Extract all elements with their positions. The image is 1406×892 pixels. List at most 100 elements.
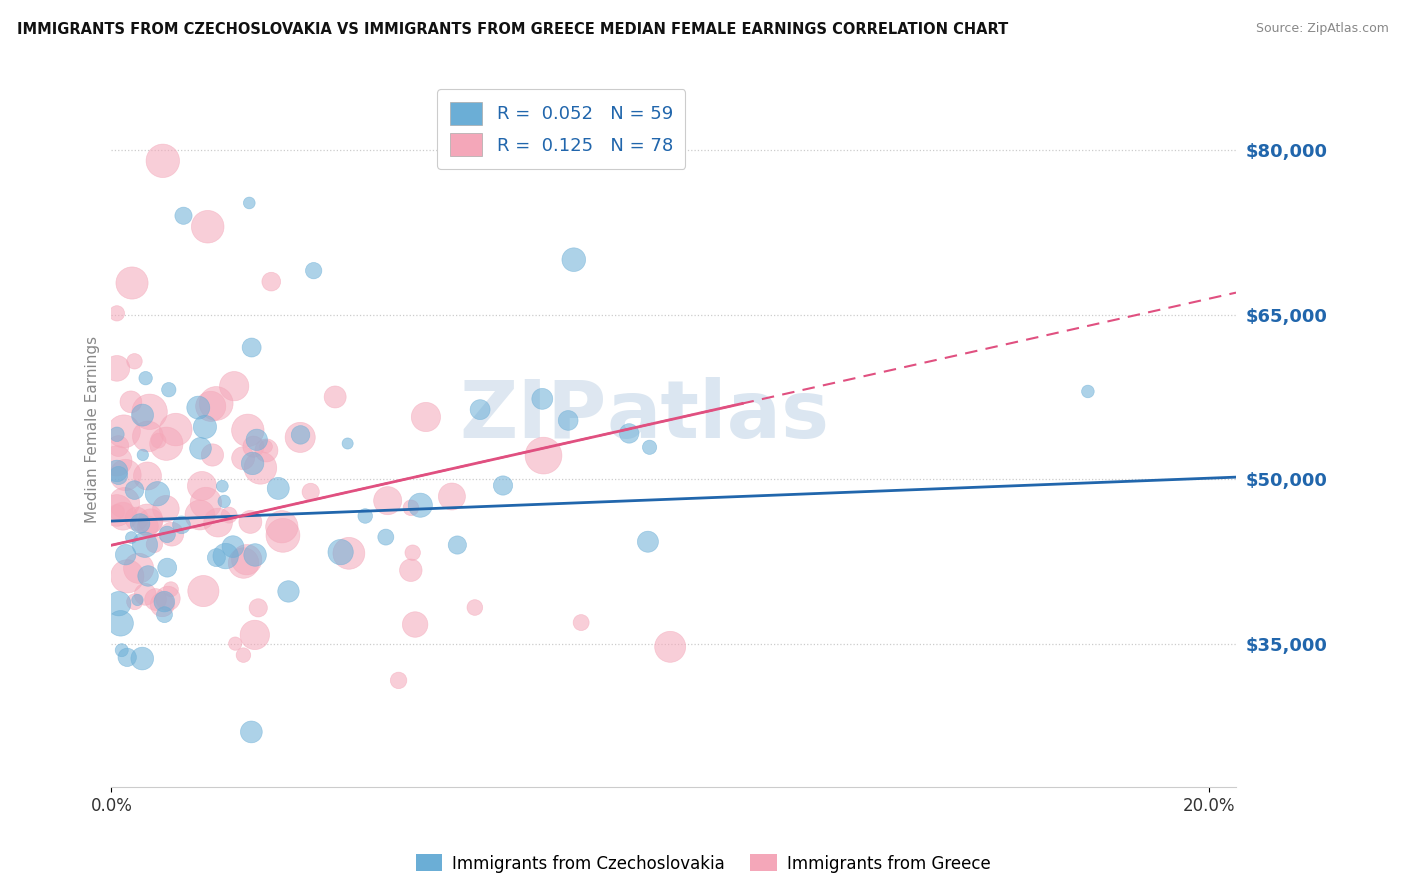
Point <box>354 508 377 523</box>
Point <box>235 552 257 566</box>
Point <box>143 537 166 551</box>
Point <box>212 494 235 508</box>
Point <box>242 440 264 454</box>
Text: Source: ZipAtlas.com: Source: ZipAtlas.com <box>1256 22 1389 36</box>
Y-axis label: Median Female Earnings: Median Female Earnings <box>86 336 100 524</box>
Point <box>127 593 149 607</box>
Point <box>224 379 246 393</box>
Point <box>247 600 270 615</box>
Point <box>145 592 167 607</box>
Point <box>160 527 183 541</box>
Point <box>329 545 352 559</box>
Point <box>464 600 486 615</box>
Point <box>152 153 174 168</box>
Point <box>150 598 173 612</box>
Legend: Immigrants from Czechoslovakia, Immigrants from Greece: Immigrants from Czechoslovakia, Immigran… <box>409 847 997 880</box>
Point <box>105 454 128 468</box>
Point <box>136 569 159 583</box>
Point <box>468 402 491 417</box>
Point <box>173 209 195 223</box>
Point <box>232 556 254 570</box>
Point <box>531 392 554 406</box>
Point <box>243 548 266 562</box>
Point <box>153 594 176 608</box>
Point <box>157 383 180 397</box>
Point <box>399 500 422 515</box>
Point <box>1077 384 1099 399</box>
Point <box>110 616 132 631</box>
Point <box>190 442 212 456</box>
Point <box>136 512 159 526</box>
Point <box>211 479 233 493</box>
Point <box>131 651 153 665</box>
Point <box>121 276 143 290</box>
Point <box>107 468 129 483</box>
Point <box>440 490 463 504</box>
Point <box>125 512 148 526</box>
Point <box>105 464 128 478</box>
Point <box>224 637 246 651</box>
Point <box>114 548 136 562</box>
Point <box>111 643 134 657</box>
Point <box>205 396 228 410</box>
Point <box>254 440 277 454</box>
Point <box>299 484 322 499</box>
Point <box>533 449 555 463</box>
Point <box>155 501 177 516</box>
Point <box>290 428 312 442</box>
Point <box>155 436 177 450</box>
Point <box>404 617 426 632</box>
Point <box>569 615 592 630</box>
Point <box>207 516 229 530</box>
Point <box>200 400 222 414</box>
Point <box>387 673 409 688</box>
Point <box>374 530 396 544</box>
Point <box>267 482 290 496</box>
Legend: R =  0.052   N = 59, R =  0.125   N = 78: R = 0.052 N = 59, R = 0.125 N = 78 <box>437 89 686 169</box>
Point <box>271 528 294 542</box>
Point <box>557 413 579 427</box>
Point <box>236 423 259 437</box>
Point <box>134 538 156 552</box>
Text: IMMIGRANTS FROM CZECHOSLOVAKIA VS IMMIGRANTS FROM GREECE MEDIAN FEMALE EARNINGS : IMMIGRANTS FROM CZECHOSLOVAKIA VS IMMIGR… <box>17 22 1008 37</box>
Point <box>160 582 183 597</box>
Point <box>105 503 128 517</box>
Point <box>215 549 238 563</box>
Point <box>105 427 128 442</box>
Point <box>124 354 146 368</box>
Point <box>249 461 271 475</box>
Point <box>134 587 156 601</box>
Point <box>153 607 176 622</box>
Point <box>415 409 437 424</box>
Point <box>243 628 266 642</box>
Point <box>105 361 128 376</box>
Point <box>240 725 263 739</box>
Point <box>194 496 217 510</box>
Point <box>238 196 260 211</box>
Point <box>218 508 240 523</box>
Point <box>135 371 157 385</box>
Point <box>132 448 155 462</box>
Point <box>111 509 134 524</box>
Point <box>409 498 432 512</box>
Point <box>492 478 515 492</box>
Point <box>112 496 135 510</box>
Point <box>156 591 179 606</box>
Point <box>638 440 661 454</box>
Point <box>117 569 139 583</box>
Point <box>146 487 169 501</box>
Point <box>246 433 269 447</box>
Point <box>197 219 219 234</box>
Text: ZIP: ZIP <box>458 376 606 455</box>
Point <box>115 650 138 665</box>
Point <box>637 534 659 549</box>
Point <box>105 505 128 519</box>
Point <box>105 306 128 320</box>
Point <box>136 429 159 443</box>
Point <box>139 514 162 528</box>
Point <box>193 584 215 599</box>
Point <box>323 390 346 404</box>
Point <box>562 252 585 267</box>
Point <box>187 401 209 415</box>
Point <box>107 439 129 453</box>
